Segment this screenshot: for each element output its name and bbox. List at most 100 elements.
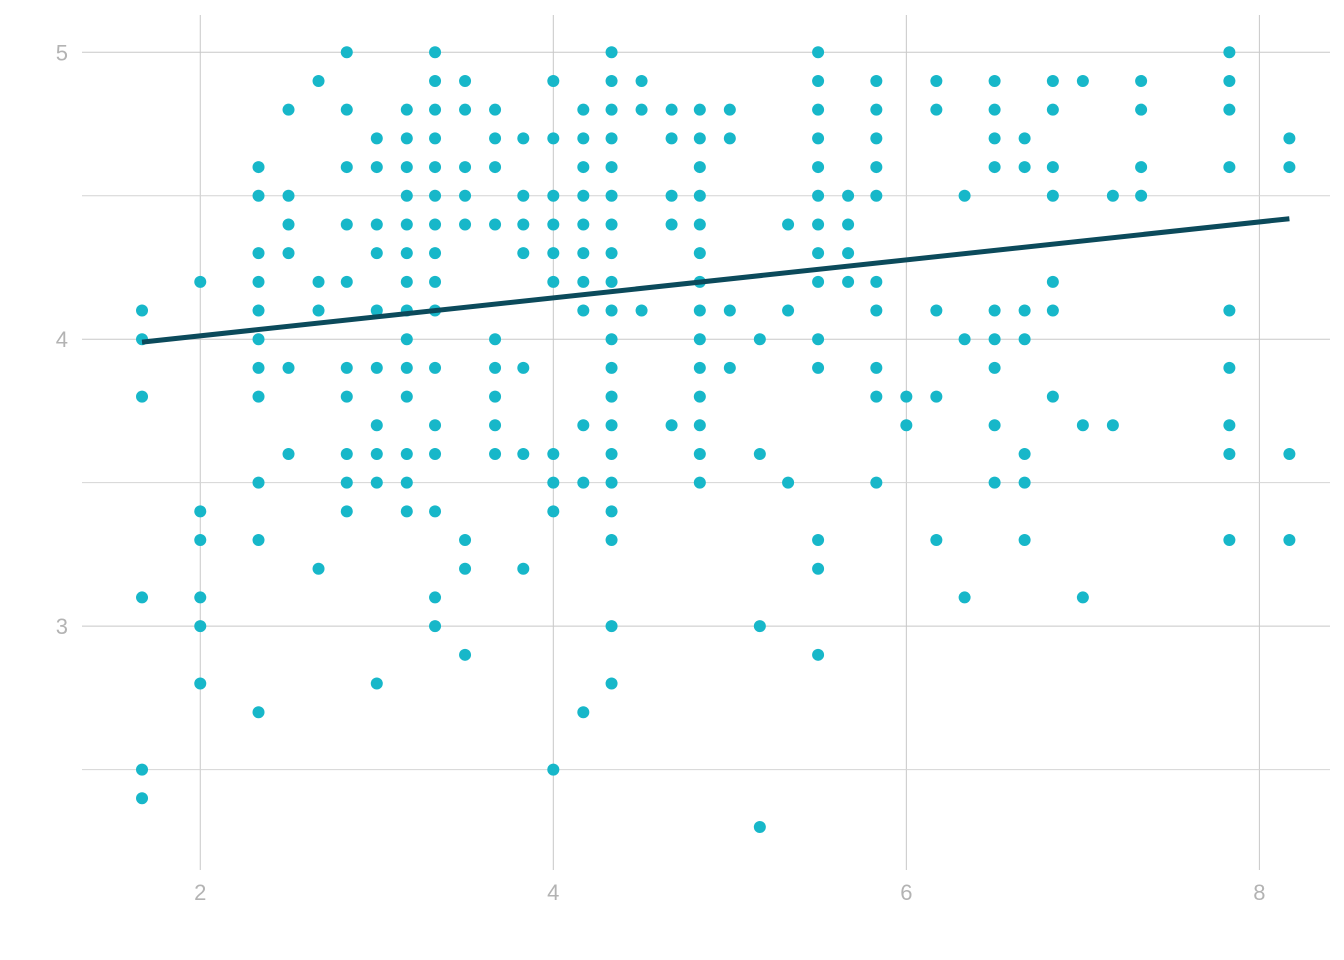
data-point [605,275,618,288]
y-tick-label: 4 [56,327,68,352]
data-point [930,534,943,547]
data-point [489,333,502,346]
data-point [340,275,353,288]
data-point [693,476,706,489]
data-point [194,534,207,547]
data-point [252,304,265,317]
data-point [870,476,883,489]
data-point [870,361,883,374]
data-point [400,247,413,260]
data-point [988,103,1001,116]
data-point [870,132,883,145]
data-point [459,218,472,231]
data-point [282,103,295,116]
data-point [723,361,736,374]
data-point [693,132,706,145]
data-point [723,132,736,145]
data-point [605,46,618,59]
data-point [370,132,383,145]
data-point [282,189,295,202]
x-tick-label: 4 [547,880,559,905]
data-point [1046,103,1059,116]
trend-line-layer [141,216,1290,345]
data-point [252,189,265,202]
data-point [400,361,413,374]
data-point [605,361,618,374]
data-point [605,132,618,145]
data-point [547,275,560,288]
data-point [605,620,618,633]
data-point [282,361,295,374]
data-point [400,132,413,145]
data-point [1018,534,1031,547]
data-point [812,247,825,260]
data-point [370,304,383,317]
data-point [812,275,825,288]
data-point [1076,419,1089,432]
y-tick-label: 5 [56,40,68,65]
data-point [489,161,502,174]
data-point [370,161,383,174]
data-point [605,189,618,202]
data-point [459,534,472,547]
data-point [194,591,207,604]
data-point [1223,161,1236,174]
data-point [723,304,736,317]
data-point [1018,161,1031,174]
data-point [812,333,825,346]
data-point [429,505,442,518]
data-point [605,505,618,518]
data-point [489,218,502,231]
data-point [812,161,825,174]
data-point [429,620,442,633]
data-point [136,390,149,403]
data-point [489,132,502,145]
data-point [400,447,413,460]
data-point [693,218,706,231]
data-point [577,706,590,719]
data-point [605,534,618,547]
data-point [370,361,383,374]
trend-line [141,216,1290,345]
data-point [282,447,295,460]
data-point [370,677,383,690]
data-point [400,103,413,116]
data-point [1046,304,1059,317]
data-point [577,304,590,317]
data-point [1223,304,1236,317]
data-point [988,74,1001,87]
data-points [136,46,1296,833]
data-point [577,218,590,231]
data-point [547,447,560,460]
data-point [429,247,442,260]
data-point [635,304,648,317]
data-point [870,390,883,403]
data-point [812,534,825,547]
data-point [429,74,442,87]
data-point [340,103,353,116]
data-point [693,419,706,432]
data-point [842,218,855,231]
data-point [194,505,207,518]
data-point [370,247,383,260]
data-point [340,46,353,59]
data-point [252,161,265,174]
data-point [370,447,383,460]
data-point [665,189,678,202]
data-point [605,218,618,231]
data-point [577,103,590,116]
data-point [988,476,1001,489]
data-point [988,361,1001,374]
data-point [340,476,353,489]
data-point [340,361,353,374]
data-point [547,189,560,202]
data-point [252,247,265,260]
data-point [547,505,560,518]
data-point [1223,103,1236,116]
data-point [812,103,825,116]
data-point [429,591,442,604]
data-point [252,390,265,403]
data-point [605,419,618,432]
data-point [252,361,265,374]
